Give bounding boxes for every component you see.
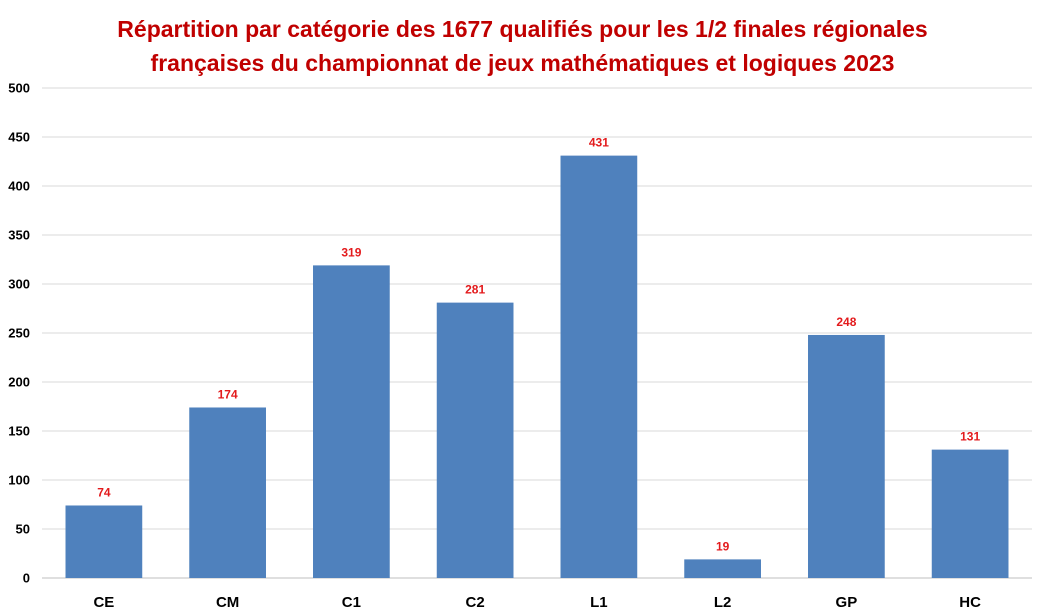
chart-title-line-2: françaises du championnat de jeux mathém… xyxy=(150,50,895,76)
chart-title-line-1: Répartition par catégorie des 1677 quali… xyxy=(117,16,928,42)
data-label: 281 xyxy=(465,283,485,297)
x-tick-label: L1 xyxy=(590,594,608,611)
x-tick-label: CE xyxy=(93,594,114,611)
y-tick-label: 150 xyxy=(8,424,30,439)
bar-l1 xyxy=(560,155,638,578)
x-tick-label: C2 xyxy=(466,594,485,611)
y-tick-label: 200 xyxy=(8,375,30,390)
y-tick-label: 250 xyxy=(8,326,30,341)
y-tick-label: 500 xyxy=(8,81,30,96)
y-tick-label: 300 xyxy=(8,277,30,292)
data-label: 174 xyxy=(218,387,238,401)
y-tick-label: 50 xyxy=(16,522,30,537)
y-axis: 0 50 100 150 200 250 300 350 400 450 500 xyxy=(8,81,30,586)
data-label: 319 xyxy=(341,245,361,259)
data-label: 19 xyxy=(716,539,730,553)
bar-cm xyxy=(189,407,266,578)
bar-hc xyxy=(931,449,1009,578)
x-tick-label: L2 xyxy=(714,594,732,611)
data-label: 131 xyxy=(960,430,980,444)
x-tick-label: GP xyxy=(836,594,858,611)
x-tick-label: C1 xyxy=(342,594,361,611)
bar-gp xyxy=(808,334,885,578)
y-tick-label: 0 xyxy=(23,571,30,586)
bar-ce xyxy=(65,505,143,578)
x-axis: CE CM C1 C2 L1 L2 GP HC xyxy=(93,594,981,611)
y-tick-label: 450 xyxy=(8,130,30,145)
y-tick-label: 350 xyxy=(8,228,30,243)
data-label: 431 xyxy=(589,136,609,150)
data-labels: 74 174 319 281 431 19 248 131 xyxy=(97,136,980,554)
data-label: 74 xyxy=(97,485,111,499)
bar-l2 xyxy=(684,559,761,578)
bars xyxy=(65,155,1009,578)
chart-title: Répartition par catégorie des 1677 quali… xyxy=(0,12,1045,80)
x-tick-label: CM xyxy=(216,594,239,611)
bar-c1 xyxy=(313,265,390,578)
x-tick-label: HC xyxy=(959,594,981,611)
bar-c2 xyxy=(436,302,514,578)
y-tick-label: 400 xyxy=(8,179,30,194)
data-label: 248 xyxy=(836,315,856,329)
y-tick-label: 100 xyxy=(8,473,30,488)
